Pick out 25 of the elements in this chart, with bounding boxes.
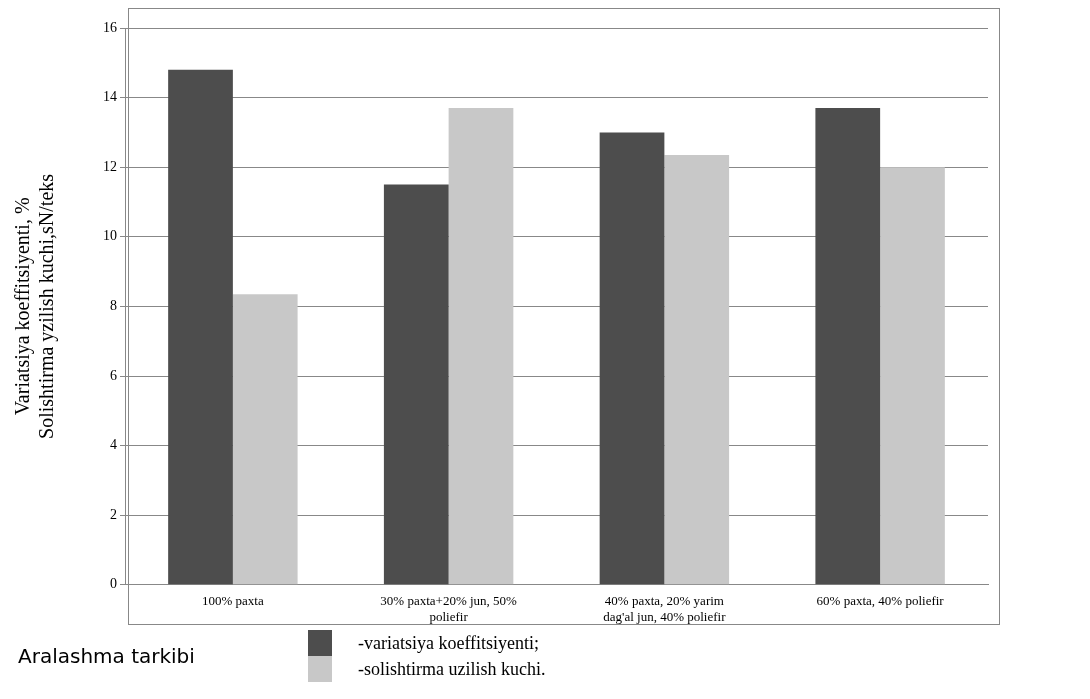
bar (815, 108, 881, 585)
y-axis-title: Variatsiya koeffitsiyenti, % Solishtirma yzilish kuchi,sN/teks (11, 173, 59, 439)
y-tick-label: 14 (103, 89, 117, 105)
y-tick-label: 0 (110, 576, 117, 592)
x-tick-label: 40% paxta, 20% yarim dag'al jun, 40% poliefir (603, 593, 727, 624)
x-tick-label: 60% paxta, 40% poliefir (816, 593, 945, 609)
x-tick-label: 30% paxta+20% jun, 50% poliefir (380, 593, 518, 624)
y-tick-label: 12 (103, 158, 117, 174)
y-tick-label: 8 (110, 298, 117, 314)
bar (168, 69, 233, 585)
bar (232, 294, 298, 585)
x-tick-label: 100% paxta (202, 593, 264, 609)
legend-label: -variatsiya koeffitsiyenti; (358, 632, 540, 654)
y-tick-label: 6 (110, 367, 117, 383)
y-tick-label: 4 (110, 437, 117, 453)
bar (664, 155, 730, 585)
bar (880, 167, 945, 585)
y-tick-label: 16 (103, 19, 117, 35)
y-tick-label: 2 (110, 506, 117, 522)
bar (599, 132, 665, 585)
x-axis-title: Aralashma tarkibi (17, 644, 196, 668)
bar (383, 184, 449, 585)
bar (448, 108, 514, 585)
y-tick-label: 10 (103, 228, 117, 244)
legend-label: -solishtirma uzilish kuchi. (358, 658, 546, 680)
